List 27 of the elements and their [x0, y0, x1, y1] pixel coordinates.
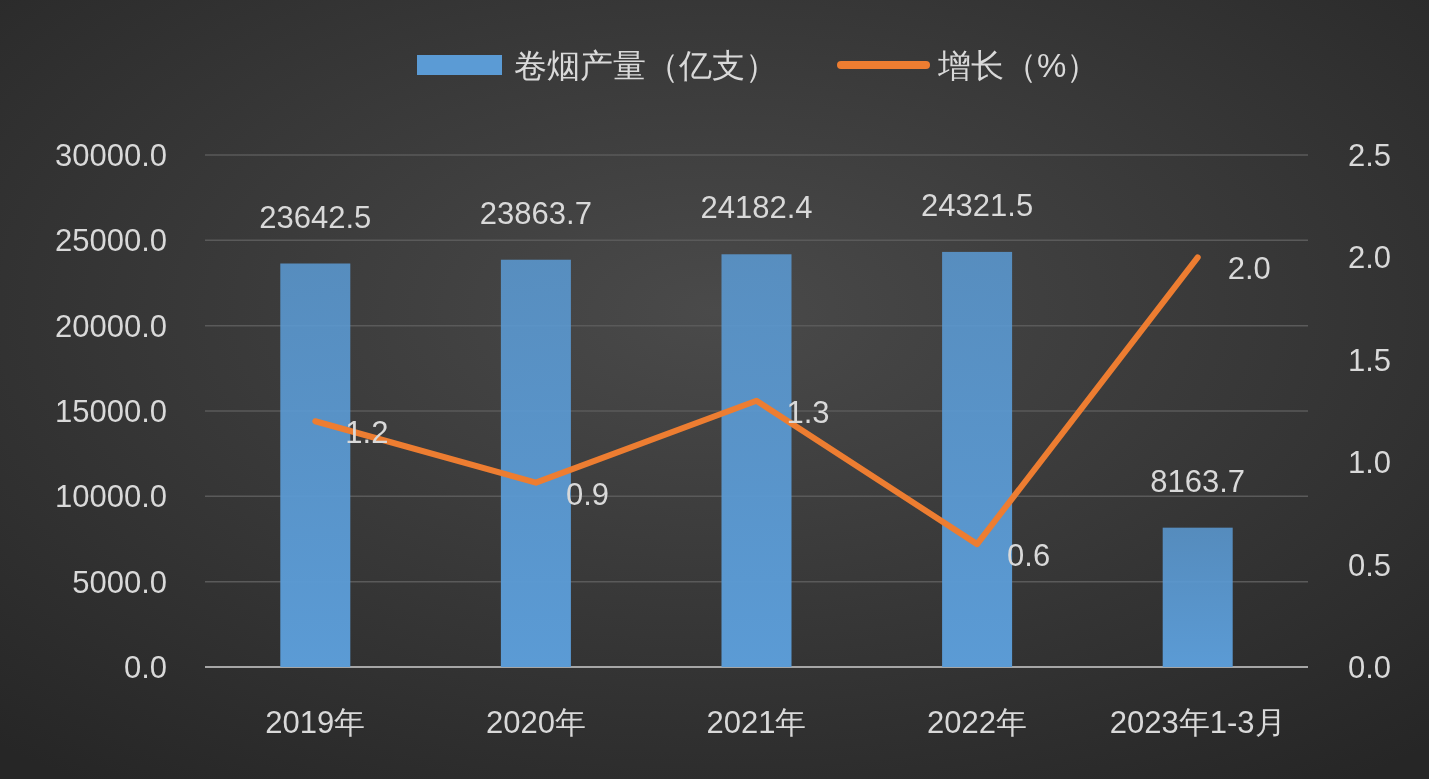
y2-tick-label: 1.5: [1348, 342, 1392, 378]
y2-tick-label: 2.0: [1348, 240, 1392, 276]
bar: [1162, 527, 1233, 667]
y2-tick-label: 0.0: [1348, 650, 1392, 685]
y2-tick-label: 2.5: [1348, 138, 1392, 173]
y-tick-label: 25000.0: [54, 223, 167, 259]
x-tick-label: 2020年: [485, 705, 586, 740]
x-tick-label: 2022年: [927, 705, 1028, 740]
data-label: 23642.5: [259, 199, 372, 235]
legend-label: 增长（%）: [937, 47, 1100, 84]
x-tick-label: 2023年1-3月: [1109, 705, 1286, 740]
y-tick-label: 5000.0: [72, 564, 167, 600]
y-tick-label: 20000.0: [54, 308, 167, 344]
x-tick-label: 2019年: [265, 705, 366, 740]
y2-tick-label: 0.5: [1348, 547, 1392, 583]
y-tick-label: 15000.0: [54, 394, 167, 429]
x-tick-label: 2021年: [706, 705, 807, 740]
data-label: 24182.4: [700, 190, 813, 226]
data-label: 8163.7: [1150, 463, 1246, 499]
y-tick-label: 0.0: [123, 650, 167, 685]
y-tick-label: 30000.0: [54, 138, 167, 173]
data-label: 24321.5: [921, 187, 1034, 223]
y-tick-label: 10000.0: [54, 479, 167, 515]
legend-label: 卷烟产量（亿支）: [514, 47, 778, 84]
data-label: 2.0: [1227, 251, 1271, 287]
data-label: 23863.7: [479, 195, 592, 231]
y2-tick-label: 1.0: [1348, 445, 1392, 481]
